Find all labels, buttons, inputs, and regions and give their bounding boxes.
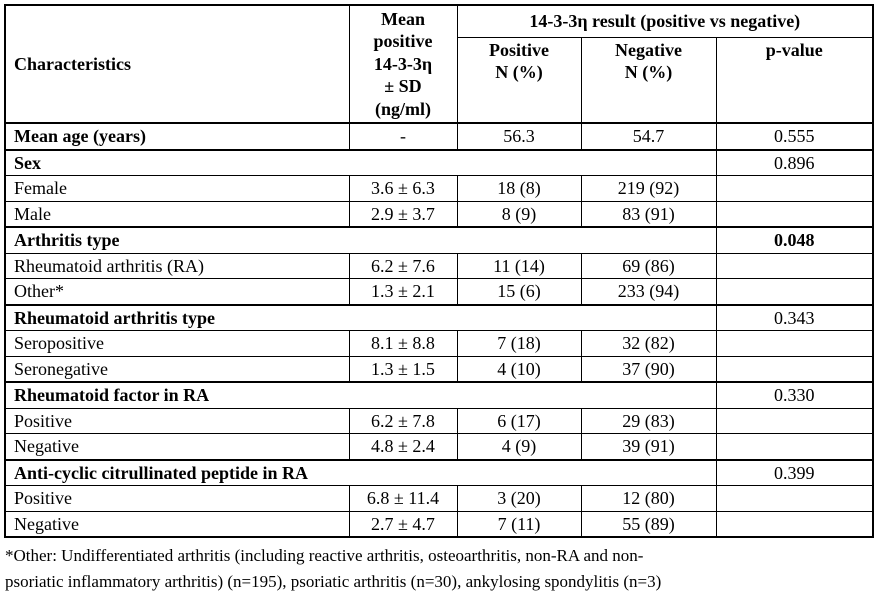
positive-value: 56.3: [456, 122, 582, 150]
col-header-p-value: p-value: [715, 36, 874, 124]
p-value: [715, 407, 874, 434]
table-row-section-ra-type: Rheumatoid arthritis type 0.343: [4, 303, 874, 331]
p-value: [715, 355, 874, 383]
row-label: Mean age (years): [4, 122, 350, 150]
table-footnote: *Other: Undifferentiated arthritis (incl…: [5, 546, 662, 592]
p-value: [715, 510, 874, 538]
table-row-rf-negative: Negative 4.8 ± 2.4 4 (9) 39 (91): [4, 433, 874, 460]
negative-value: 39 (91): [580, 433, 717, 460]
col-header-characteristics: Characteristics: [4, 4, 350, 124]
row-label: Male: [4, 200, 350, 228]
header-row-1: Characteristics Mean positive 14-3-3η ± …: [4, 4, 874, 124]
mean-value: 3.6 ± 6.3: [348, 175, 458, 202]
row-label: Positive: [4, 485, 350, 512]
positive-value: 8 (9): [456, 200, 582, 228]
mean-value: 6.2 ± 7.8: [348, 407, 458, 434]
negative-value: 69 (86): [580, 252, 717, 279]
col-header-result-group: 14-3-3η result (positive vs negative): [456, 4, 874, 38]
section-label: Anti-cyclic citrullinated peptide in RA: [4, 458, 717, 486]
table-row-mean-age: Mean age (years) - 56.3 54.7 0.555: [4, 122, 874, 150]
negative-value: 12 (80): [580, 485, 717, 512]
row-label: Female: [4, 175, 350, 202]
positive-value: 4 (10): [456, 355, 582, 383]
results-table: Characteristics Mean positive 14-3-3η ± …: [4, 4, 874, 538]
positive-value: 6 (17): [456, 407, 582, 434]
table-row-female: Female 3.6 ± 6.3 18 (8) 219 (92): [4, 175, 874, 202]
negative-value: 219 (92): [580, 175, 717, 202]
negative-value: 37 (90): [580, 355, 717, 383]
positive-value: 15 (6): [456, 278, 582, 305]
negative-value: 29 (83): [580, 407, 717, 434]
p-value: [715, 252, 874, 279]
row-label: Positive: [4, 407, 350, 434]
table-row-rheumatoid-arthritis: Rheumatoid arthritis (RA) 6.2 ± 7.6 11 (…: [4, 252, 874, 279]
negative-value: 54.7: [580, 122, 717, 150]
negative-value: 55 (89): [580, 510, 717, 538]
positive-value: 3 (20): [456, 485, 582, 512]
col-header-negative: Negative N (%): [580, 36, 717, 124]
p-value: 0.330: [715, 381, 874, 409]
p-value: 0.343: [715, 303, 874, 331]
section-label: Rheumatoid factor in RA: [4, 381, 717, 409]
positive-value: 11 (14): [456, 252, 582, 279]
row-label: Rheumatoid arthritis (RA): [4, 252, 350, 279]
p-value: [715, 330, 874, 357]
mean-value: 6.8 ± 11.4: [348, 485, 458, 512]
positive-value: 18 (8): [456, 175, 582, 202]
mean-value: 1.3 ± 2.1: [348, 278, 458, 305]
table-row-section-rheumatoid-factor: Rheumatoid factor in RA 0.330: [4, 381, 874, 409]
col-header-mean-positive: Mean positive 14-3-3η ± SD (ng/ml): [348, 4, 458, 124]
p-value: [715, 200, 874, 228]
table-row-seropositive: Seropositive 8.1 ± 8.8 7 (18) 32 (82): [4, 330, 874, 357]
row-label: Seropositive: [4, 330, 350, 357]
table-row-seronegative: Seronegative 1.3 ± 1.5 4 (10) 37 (90): [4, 355, 874, 383]
p-value: 0.896: [715, 148, 874, 176]
section-label: Arthritis type: [4, 226, 717, 254]
row-label: Seronegative: [4, 355, 350, 383]
section-label: Rheumatoid arthritis type: [4, 303, 717, 331]
mean-value: 1.3 ± 1.5: [348, 355, 458, 383]
table-row-section-arthritis-type: Arthritis type 0.048: [4, 226, 874, 254]
p-value: 0.048: [715, 226, 874, 254]
row-label: Other*: [4, 278, 350, 305]
p-value: [715, 433, 874, 460]
mean-value: 2.9 ± 3.7: [348, 200, 458, 228]
col-header-positive: Positive N (%): [456, 36, 582, 124]
mean-value: 8.1 ± 8.8: [348, 330, 458, 357]
mean-value: -: [348, 122, 458, 150]
negative-value: 32 (82): [580, 330, 717, 357]
table-row-other: Other* 1.3 ± 2.1 15 (6) 233 (94): [4, 278, 874, 305]
mean-value: 2.7 ± 4.7: [348, 510, 458, 538]
header-row-2: Positive N (%) Negative N (%) p-value: [5, 36, 874, 124]
positive-value: 7 (11): [456, 510, 582, 538]
p-value: [715, 278, 874, 305]
p-value: 0.555: [715, 122, 874, 150]
mean-value: 6.2 ± 7.6: [348, 252, 458, 279]
table-row-rf-positive: Positive 6.2 ± 7.8 6 (17) 29 (83): [4, 407, 874, 434]
positive-value: 7 (18): [456, 330, 582, 357]
table-row-section-sex: Sex 0.896: [4, 148, 874, 176]
page: Characteristics Mean positive 14-3-3η ± …: [4, 4, 874, 591]
negative-value: 83 (91): [580, 200, 717, 228]
table-row-ccp-positive: Positive 6.8 ± 11.4 3 (20) 12 (80): [4, 485, 874, 512]
row-label: Negative: [4, 510, 350, 538]
p-value: 0.399: [715, 458, 874, 486]
table-row-section-anti-ccp: Anti-cyclic citrullinated peptide in RA …: [4, 458, 874, 486]
positive-value: 4 (9): [456, 433, 582, 460]
section-label: Sex: [4, 148, 717, 176]
negative-value: 233 (94): [580, 278, 717, 305]
p-value: [715, 175, 874, 202]
table-row-male: Male 2.9 ± 3.7 8 (9) 83 (91): [4, 200, 874, 228]
p-value: [715, 485, 874, 512]
row-label: Negative: [4, 433, 350, 460]
table-row-ccp-negative: Negative 2.7 ± 4.7 7 (11) 55 (89): [4, 510, 874, 538]
mean-value: 4.8 ± 2.4: [348, 433, 458, 460]
